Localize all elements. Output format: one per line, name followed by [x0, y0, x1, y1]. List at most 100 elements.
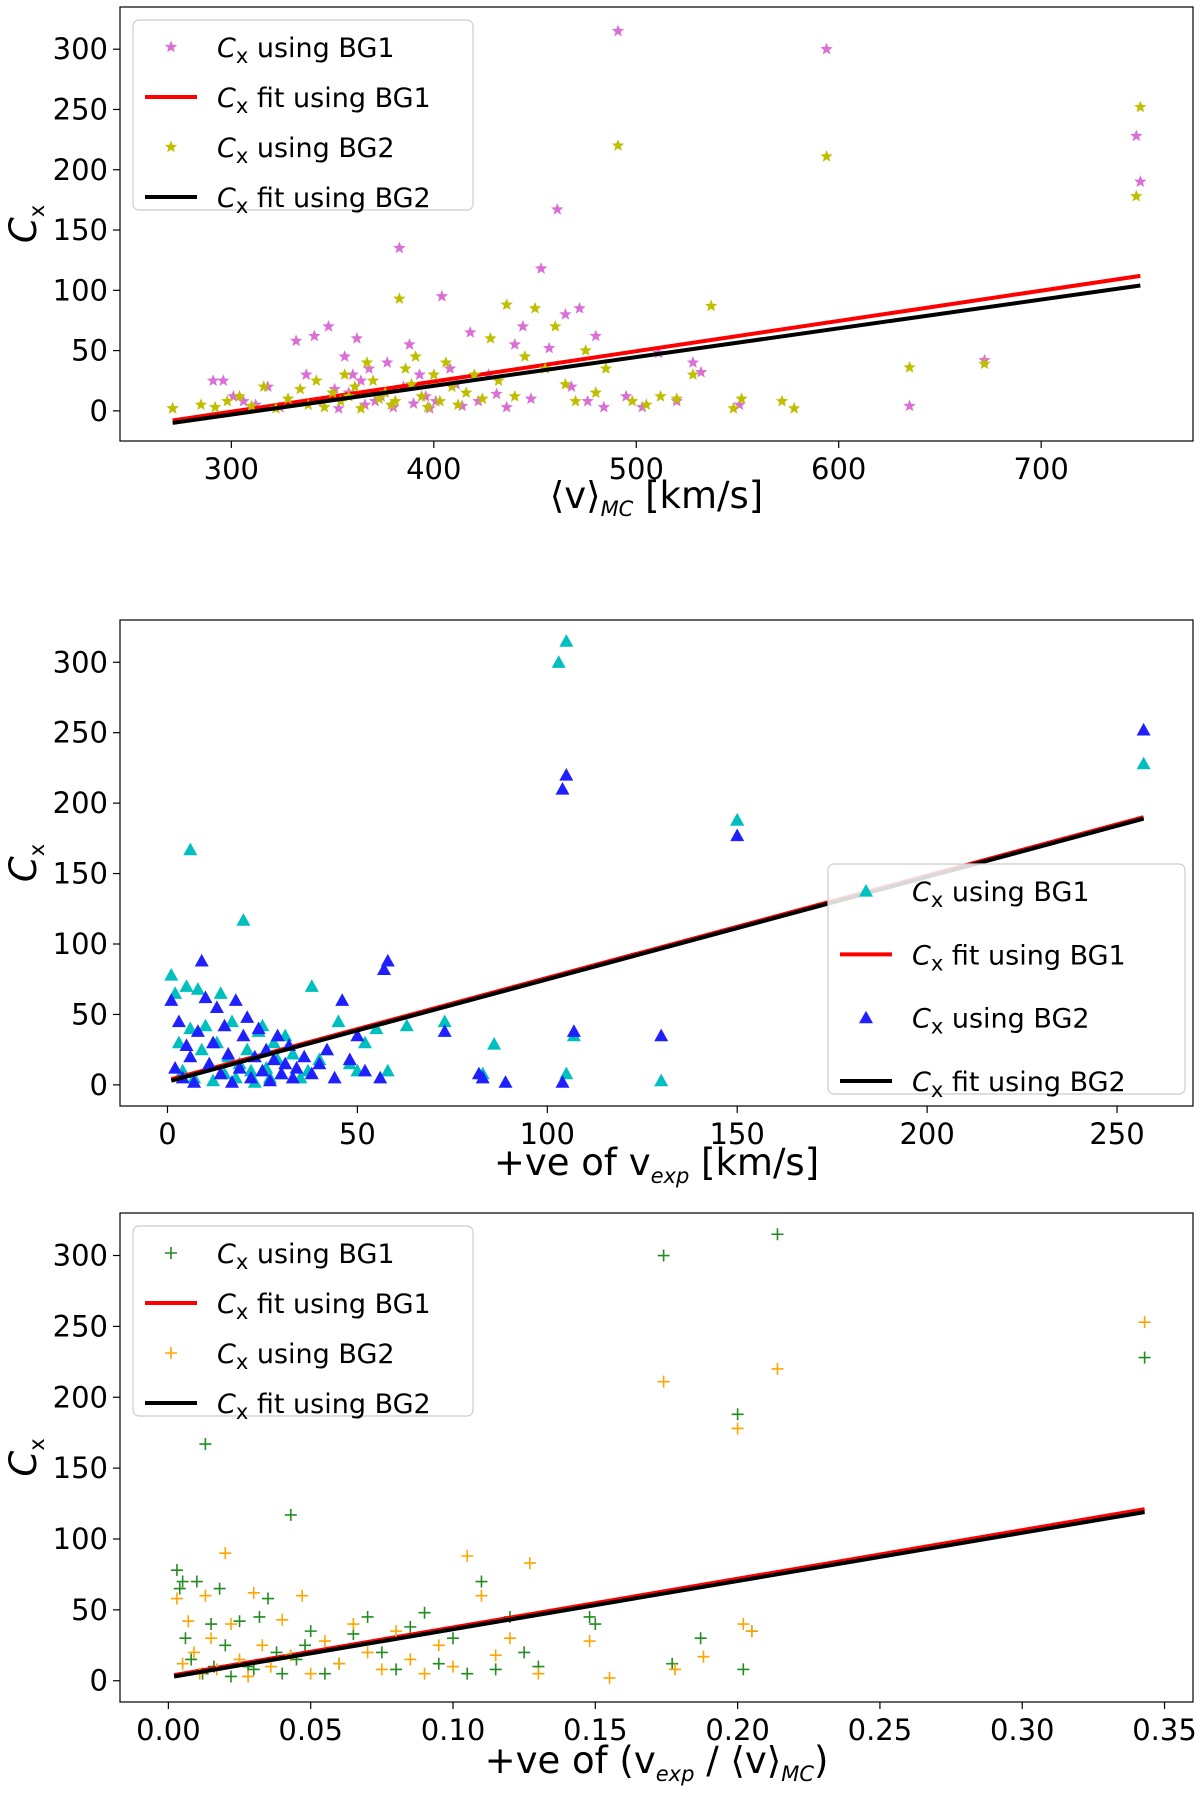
- data-point: [375, 1663, 388, 1676]
- data-point: [322, 320, 335, 332]
- data-point: [697, 1650, 710, 1663]
- legend-marker-handle: [164, 140, 178, 153]
- data-point: [508, 338, 521, 350]
- data-point: [451, 398, 465, 411]
- data-point: [461, 1667, 474, 1680]
- data-point: [599, 362, 613, 374]
- data-point: [694, 1632, 707, 1645]
- data-point: [694, 365, 708, 378]
- y-axis-label: Cx: [2, 1438, 49, 1476]
- data-point: [447, 1660, 459, 1673]
- data-point: [559, 377, 572, 390]
- data-point: [338, 368, 351, 380]
- data-point: [360, 356, 374, 368]
- data-point: [219, 1547, 232, 1560]
- data-point: [182, 1615, 195, 1628]
- data-point: [338, 350, 351, 362]
- data-point: [188, 1646, 200, 1659]
- x-tick-label: 500: [609, 452, 664, 486]
- data-point: [194, 1042, 209, 1056]
- y-tick-label: 200: [53, 786, 108, 820]
- data-point: [198, 1018, 213, 1032]
- legend-box: [827, 863, 1186, 1095]
- x-tick-label: 250: [1089, 1117, 1144, 1151]
- data-point: [369, 1021, 384, 1035]
- data-point: [443, 362, 457, 374]
- data-point: [735, 392, 748, 405]
- data-point: [217, 1018, 232, 1032]
- x-tick-label: 700: [1013, 452, 1068, 486]
- data-point: [270, 1028, 285, 1042]
- data-point: [217, 374, 230, 386]
- data-point: [256, 1639, 269, 1652]
- data-point: [225, 1014, 239, 1028]
- data-point: [508, 389, 521, 402]
- data-point: [573, 301, 586, 314]
- data-point: [640, 398, 653, 411]
- legend-entry-label: Cx fit using BG1: [912, 940, 1126, 975]
- plot-frame: [119, 619, 1194, 1107]
- x-tick-label: 0.30: [990, 1713, 1055, 1747]
- data-point: [475, 1070, 490, 1084]
- y-tick-label: 300: [53, 1239, 108, 1273]
- data-point: [415, 389, 428, 402]
- data-point: [240, 1042, 255, 1056]
- data-point: [176, 1575, 189, 1588]
- data-point: [389, 394, 402, 407]
- x-tick-label: 0.15: [563, 1713, 628, 1747]
- legend-entry-label: Cx using BG1: [912, 877, 1090, 912]
- y-tick-label: 0: [90, 394, 108, 428]
- data-point: [393, 241, 406, 254]
- data-point: [432, 1657, 445, 1670]
- x-tick-label: 0.00: [136, 1713, 201, 1747]
- fit-line: [170, 816, 1145, 1083]
- data-point: [274, 1066, 289, 1080]
- data-point: [199, 1438, 212, 1451]
- data-point: [532, 1667, 545, 1680]
- data-point: [266, 1035, 281, 1049]
- data-point: [549, 320, 562, 332]
- data-point: [278, 1056, 293, 1070]
- data-point: [476, 392, 489, 405]
- data-point: [236, 913, 251, 926]
- data-point: [205, 1618, 218, 1631]
- data-point: [253, 1610, 266, 1623]
- data-point: [377, 962, 391, 975]
- data-point: [820, 150, 833, 162]
- series-4: [173, 1510, 1145, 1679]
- data-point: [407, 397, 420, 409]
- data-point: [903, 361, 916, 373]
- data-point: [358, 1063, 372, 1077]
- y-tick-label: 0: [90, 1664, 108, 1698]
- series-3: [164, 722, 1151, 1088]
- data-point: [304, 1066, 319, 1080]
- y-tick-label: 300: [53, 32, 108, 66]
- data-point: [257, 380, 270, 392]
- data-point: [399, 1018, 414, 1032]
- legend-box: [132, 1225, 474, 1417]
- data-point: [439, 356, 453, 368]
- data-point: [299, 1639, 311, 1652]
- data-point: [727, 401, 740, 414]
- data-point: [262, 1592, 274, 1605]
- data-point: [771, 1228, 784, 1241]
- data-point: [475, 1589, 488, 1602]
- data-point: [366, 374, 380, 386]
- legend-marker-handle: [164, 40, 178, 53]
- data-point: [354, 374, 368, 386]
- data-point: [346, 368, 359, 380]
- data-point: [390, 1663, 403, 1676]
- y-axis-label: Cx: [2, 205, 49, 243]
- data-point: [233, 1615, 246, 1628]
- data-point: [730, 813, 745, 826]
- y-tick-label: 0: [90, 1068, 108, 1102]
- data-point: [164, 993, 179, 1006]
- data-point: [264, 1660, 277, 1673]
- data-point: [171, 1014, 186, 1028]
- data-point: [498, 1075, 513, 1088]
- data-point: [1138, 1351, 1151, 1364]
- data-point: [176, 1657, 189, 1670]
- x-tick-label: 0.10: [421, 1713, 486, 1747]
- x-tick-label: 50: [339, 1117, 376, 1151]
- data-point: [566, 1024, 581, 1037]
